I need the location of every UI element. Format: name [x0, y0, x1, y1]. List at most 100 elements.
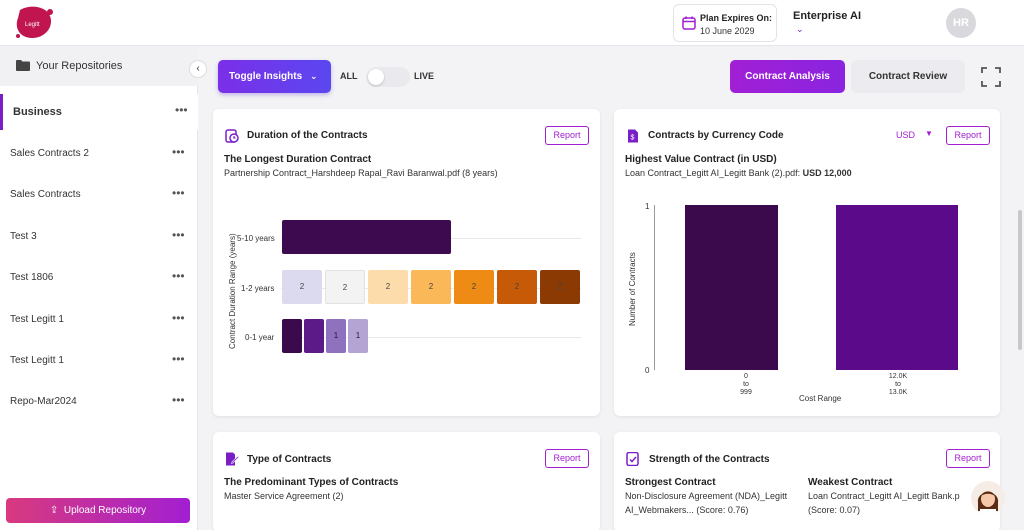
sidebar-item-label: Sales Contracts — [10, 189, 81, 200]
repositories-sidebar: Your Repositories Business ••• Sales Con… — [0, 46, 198, 530]
collapse-sidebar-chevron-icon[interactable]: ‹ — [189, 60, 207, 78]
clock-document-icon — [225, 129, 239, 143]
legitt-logo[interactable]: Legitt — [12, 4, 56, 42]
duration-bar-segment[interactable]: 1 — [348, 319, 368, 353]
more-options-icon[interactable]: ••• — [175, 103, 188, 117]
duration-bar-segment[interactable]: 2 — [454, 270, 494, 304]
chevron-down-icon: ⌄ — [310, 71, 318, 81]
x-tick-line: 12.0K — [888, 373, 908, 380]
duration-bar-segment[interactable]: 2 — [325, 270, 365, 304]
sidebar-item-label: Test Legitt 1 — [10, 355, 64, 366]
user-avatar[interactable]: HR — [946, 8, 976, 38]
upload-icon: ⇪ — [49, 505, 59, 516]
currency-bar[interactable] — [685, 205, 778, 370]
predominant-types-text: Master Service Agreement (2) — [224, 491, 344, 501]
plan-expiry-box: Plan Expires On: 10 June 2029 — [673, 4, 777, 42]
toggle-insights-label: Toggle Insights — [229, 71, 303, 82]
svg-text:$: $ — [631, 135, 635, 142]
live-label: LIVE — [414, 71, 435, 81]
currency-report-button[interactable]: Report — [946, 126, 990, 145]
x-tick-label: 0 to 999 — [731, 373, 761, 397]
y-tick-label: 1 — [645, 202, 650, 211]
sidebar-item-test-1806[interactable]: Test 1806 ••• — [0, 260, 198, 296]
type-report-button[interactable]: Report — [545, 449, 589, 468]
currency-document-icon: $ — [628, 129, 638, 143]
strength-card — [614, 432, 1000, 530]
x-tick-label: 12.0K to 13.0K — [882, 373, 914, 397]
predominant-types-heading: The Predominant Types of Contracts — [224, 477, 399, 488]
sidebar-item-label: Sales Contracts 2 — [10, 148, 89, 159]
sidebar-item-repo-mar2024[interactable]: Repo-Mar2024 ••• — [0, 384, 198, 420]
y-tick-label: 0-1 year — [245, 333, 275, 342]
sidebar-item-business[interactable]: Business ••• — [0, 94, 198, 130]
duration-bar-segment[interactable]: 2 — [497, 270, 537, 304]
duration-y-axis-title: Contract Duration Range (years) — [228, 233, 237, 349]
currency-bar[interactable] — [836, 205, 958, 370]
currency-select[interactable]: USD — [896, 130, 916, 140]
contract-analysis-button[interactable]: Contract Analysis — [730, 60, 845, 93]
upload-repository-button[interactable]: ⇪ Upload Repository — [6, 498, 190, 523]
edit-document-icon — [226, 452, 239, 466]
logo-text: Legitt — [25, 22, 40, 28]
toggle-insights-button[interactable]: Toggle Insights ⌄ — [218, 60, 331, 93]
weakest-contract-line1: Loan Contract_Legitt AI_Legitt Bank.p — [808, 491, 960, 501]
duration-bar-segment[interactable] — [282, 319, 302, 353]
strongest-contract-line1: Non-Disclosure Agreement (NDA)_Legitt — [625, 491, 788, 501]
type-card — [213, 432, 600, 530]
x-tick-line: to — [895, 381, 901, 388]
contract-review-button[interactable]: Contract Review — [851, 60, 965, 93]
plan-dropdown-chevron-icon[interactable]: ⌄ — [796, 24, 804, 34]
more-options-icon[interactable]: ••• — [172, 145, 185, 159]
y-tick-label: 1-2 years — [241, 284, 275, 293]
duration-bar-segment[interactable]: 2 — [282, 270, 322, 304]
calendar-icon — [682, 16, 696, 30]
fullscreen-icon[interactable] — [981, 67, 1001, 87]
y-tick-label: 0 — [645, 366, 650, 375]
page-scrollbar[interactable] — [1018, 210, 1022, 350]
sidebar-item-label: Test 3 — [10, 231, 37, 242]
weakest-contract-heading: Weakest Contract — [808, 477, 893, 488]
highest-value-file: Loan Contract_Legitt AI_Legitt Bank (2).… — [625, 168, 801, 178]
more-options-icon[interactable]: ••• — [172, 311, 185, 325]
sidebar-item-sales-contracts[interactable]: Sales Contracts ••• — [0, 177, 198, 213]
duration-bar-segment[interactable] — [282, 220, 451, 254]
currency-card-title: Contracts by Currency Code — [648, 130, 784, 141]
sidebar-item-sales-contracts-2[interactable]: Sales Contracts 2 ••• — [0, 136, 198, 172]
strongest-contract-heading: Strongest Contract — [625, 477, 716, 488]
weakest-contract-line2: (Score: 0.07) — [808, 505, 861, 515]
x-tick-line: 0 — [744, 373, 748, 380]
your-repositories-header[interactable]: Your Repositories — [0, 46, 198, 86]
all-live-toggle[interactable] — [366, 67, 410, 87]
more-options-icon[interactable]: ••• — [172, 352, 185, 366]
duration-report-button[interactable]: Report — [545, 126, 589, 145]
grid-line — [281, 337, 581, 338]
more-options-icon[interactable]: ••• — [172, 269, 185, 283]
upload-repository-label: Upload Repository — [63, 505, 147, 516]
longest-duration-heading: The Longest Duration Contract — [224, 154, 372, 165]
sidebar-item-label: Test Legitt 1 — [10, 314, 64, 325]
strength-report-button[interactable]: Report — [946, 449, 990, 468]
more-options-icon[interactable]: ••• — [172, 186, 185, 200]
toggle-knob — [368, 69, 384, 85]
more-options-icon[interactable]: ••• — [172, 393, 185, 407]
all-label: ALL — [340, 71, 358, 81]
sidebar-item-test-3[interactable]: Test 3 ••• — [0, 219, 198, 255]
currency-y-axis-title: Number of Contracts — [628, 252, 637, 326]
check-document-icon — [626, 452, 639, 466]
duration-bar-segment[interactable]: 2 — [368, 270, 408, 304]
highest-value-amount: USD 12,000 — [802, 168, 852, 178]
y-tick-label: 5-10 years — [237, 234, 275, 243]
sidebar-item-test-legitt-1[interactable]: Test Legitt 1 ••• — [0, 302, 198, 338]
sidebar-item-label: Test 1806 — [10, 272, 54, 283]
sidebar-item-test-legitt-1-b[interactable]: Test Legitt 1 ••• — [0, 343, 198, 379]
more-options-icon[interactable]: ••• — [172, 228, 185, 242]
duration-bar-segment[interactable] — [304, 319, 324, 353]
assistant-avatar-icon[interactable] — [971, 481, 1005, 515]
duration-bar-segment[interactable]: 2 — [411, 270, 451, 304]
duration-card: Duration of the Contracts Report The Lon… — [213, 109, 600, 416]
caret-down-icon[interactable]: ▼ — [925, 129, 933, 138]
y-axis-line — [654, 205, 655, 370]
duration-bar-segment[interactable]: 2 — [540, 270, 580, 304]
plan-name[interactable]: Enterprise AI — [793, 10, 862, 22]
duration-bar-segment[interactable]: 1 — [326, 319, 346, 353]
